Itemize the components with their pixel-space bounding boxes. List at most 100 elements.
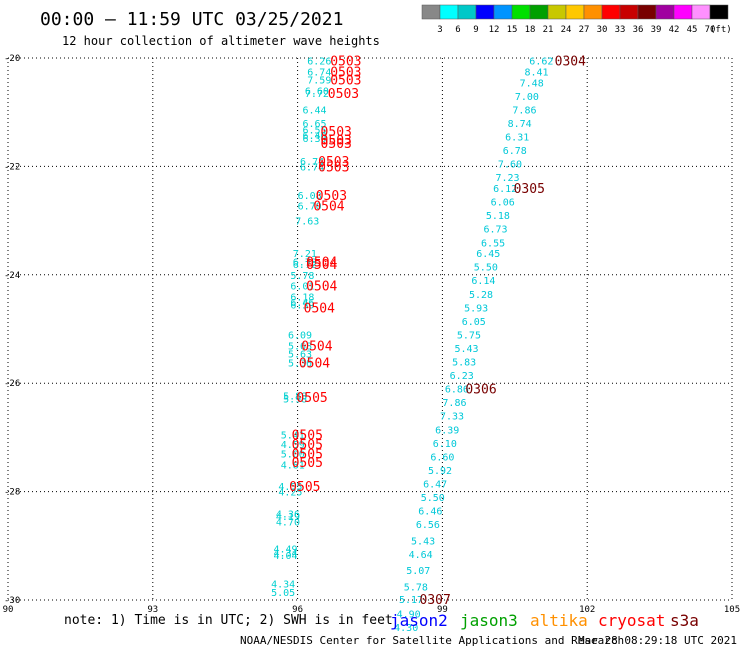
- wave-height-value: 6.56: [416, 520, 440, 531]
- y-tick-label: -24: [4, 271, 20, 281]
- pass-time-label: 0503: [330, 66, 361, 81]
- pass-time-label: 0503: [328, 87, 359, 102]
- wave-height-value: 7.00: [515, 92, 539, 103]
- legend-swatch: [475, 4, 495, 20]
- wave-height-value: 6.55: [481, 238, 505, 249]
- legend-tick-label: 39: [651, 25, 662, 35]
- wave-height-value: 4.04: [273, 551, 297, 562]
- pass-time-label: 0504: [306, 258, 337, 273]
- wave-height-value: 6.14: [471, 276, 495, 287]
- pass-time-label: 0503: [321, 137, 352, 152]
- wave-height-value: 5.07: [406, 566, 430, 577]
- wave-height-value: 4.25: [278, 488, 302, 499]
- pass-time-label: 0503: [321, 125, 352, 140]
- pass-time-label: 0306: [465, 383, 496, 398]
- pass-labels: 0503050305030503050305030503050305030503…: [289, 55, 586, 608]
- wave-height-value: 6.74: [300, 157, 324, 168]
- data-marks: 6.266.747.596.607.726.446.656.556.406.30…: [271, 57, 553, 634]
- wave-height-value: 7.86: [442, 398, 466, 409]
- legend-swatch: [565, 4, 585, 20]
- y-tick-label: -30: [4, 596, 20, 606]
- wave-height-value: 6.39: [435, 425, 459, 436]
- wave-height-value: 7.23: [496, 173, 520, 184]
- pass-time-label: 0305: [514, 182, 545, 197]
- pass-time-label: 0505: [289, 480, 320, 495]
- legend-swatch: [709, 4, 729, 20]
- legend-tick-label: 15: [507, 25, 518, 35]
- pass-time-label: 0503: [318, 155, 349, 170]
- wave-height-value: 5.17: [399, 595, 423, 606]
- legend-unit: (ft): [710, 25, 732, 35]
- wave-height-value: 5.00: [281, 450, 305, 461]
- wave-height-value: 4.55: [278, 482, 302, 493]
- color-legend: 3 6 9 12 15 18 21 24 27 30 33 36 39 42 45 70: [421, 4, 729, 35]
- legend-swatch: [673, 4, 693, 20]
- legend-swatch: [547, 4, 567, 20]
- legend-tick-label: 30: [597, 25, 608, 35]
- pass-time-label: 0505: [292, 429, 323, 444]
- wave-height-value: 4.59: [281, 440, 305, 451]
- pass-time-label: 0504: [304, 301, 335, 316]
- wave-height-value: 4.36: [276, 509, 300, 520]
- wave-height-value: 6.59: [290, 301, 314, 312]
- wave-height-value: 6.46: [418, 507, 442, 518]
- legend-swatch: [583, 4, 603, 20]
- pass-time-label: 0307: [420, 593, 451, 608]
- x-tick-label: 90: [3, 605, 14, 615]
- wave-height-value: 7.59: [307, 76, 331, 87]
- wave-height-value: 4.34: [271, 580, 295, 591]
- wave-height-value: 6.79: [293, 257, 317, 268]
- legend-swatch: [529, 4, 549, 20]
- wave-height-value: 6.73: [483, 225, 507, 236]
- pass-time-label: 0504: [306, 255, 337, 270]
- satellite-name-cryosat: cryosat: [598, 611, 665, 630]
- x-tick-label: 99: [437, 605, 448, 615]
- wave-height-value: 7.86: [512, 105, 536, 116]
- pass-time-label: 0503: [330, 55, 361, 70]
- wave-height-value: 5.43: [411, 536, 435, 547]
- wave-height-value: 5.83: [452, 358, 476, 369]
- wave-height-value: 6.26: [307, 57, 331, 68]
- legend-tick-label: 18: [525, 25, 536, 35]
- legend-swatch: [421, 4, 441, 20]
- pass-time-label: 0503: [316, 189, 347, 204]
- wave-height-value: 5.98: [283, 394, 307, 405]
- pass-time-label: 0304: [555, 55, 586, 70]
- x-tick-label: 102: [579, 605, 595, 615]
- legend-swatch: [655, 4, 675, 20]
- wave-height-value: 6.10: [433, 439, 457, 450]
- wave-height-value: 5.63: [288, 349, 312, 360]
- legend-swatch: [457, 4, 477, 20]
- wave-height-value: 6.05: [462, 317, 486, 328]
- y-tick-label: -28: [4, 488, 20, 498]
- legend-swatch: [493, 4, 513, 20]
- wave-height-value: 6.70: [298, 201, 322, 212]
- legend-tick-label: 45: [687, 25, 698, 35]
- wave-height-value: 6.40: [302, 131, 326, 142]
- wave-height-value: 8.41: [524, 68, 548, 79]
- pass-time-label: 0504: [299, 357, 330, 372]
- wave-height-value: 6.31: [505, 133, 529, 144]
- wave-height-value: 4.49: [273, 545, 297, 556]
- wave-height-value: 5.36: [288, 359, 312, 370]
- legend-tick-label: 12: [489, 25, 500, 35]
- wave-height-value: 5.75: [457, 330, 481, 341]
- wave-height-value: 4.64: [409, 550, 433, 561]
- wave-height-value: 7.63: [295, 217, 319, 228]
- legend-tick-label: 3: [437, 25, 442, 35]
- wave-height-value: 5.93: [464, 303, 488, 314]
- wave-height-value: 6.18: [290, 292, 314, 303]
- wave-height-value: 5.92: [428, 466, 452, 477]
- wave-height-value: 5.05: [271, 588, 295, 599]
- legend-tick-label: 36: [633, 25, 644, 35]
- legend-swatch: [619, 4, 639, 20]
- legend-tick-label: 70: [705, 25, 716, 35]
- wave-height-value: 6.46: [290, 298, 314, 309]
- legend-swatch: [511, 4, 531, 20]
- wave-height-value: 5.78: [290, 271, 314, 282]
- wave-height-value: 7.60: [498, 160, 522, 171]
- wave-height-value: 6.86: [445, 385, 469, 396]
- wave-height-value: 7.33: [440, 412, 464, 423]
- wave-height-value: 4.90: [397, 610, 421, 621]
